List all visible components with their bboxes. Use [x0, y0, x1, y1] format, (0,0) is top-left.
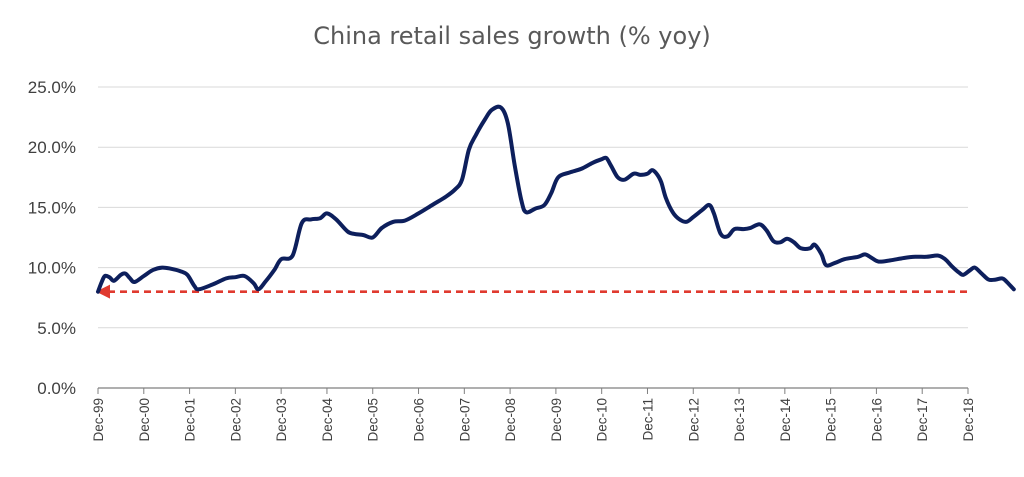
gridlines: [98, 86, 968, 329]
x-tick-label: Dec-17: [915, 398, 930, 442]
x-tick-label: Dec-05: [366, 398, 381, 442]
x-tick-label: Dec-08: [503, 398, 518, 442]
x-tick-label: Dec-13: [732, 398, 747, 442]
y-axis-ticks: 0.0% 5.0% 10.0% 15.0% 20.0% 25.0%: [28, 78, 76, 398]
x-tick-label: Dec-06: [412, 398, 427, 442]
reference-line-group: [96, 284, 968, 299]
y-tick-label: 25.0%: [28, 78, 76, 97]
x-tick-label: Dec-15: [824, 398, 839, 442]
x-tick-label: Dec-03: [274, 398, 289, 442]
y-tick-label: 10.0%: [28, 259, 76, 278]
x-tick-label: Dec-10: [595, 398, 610, 442]
x-tick-label: Dec-04: [320, 398, 335, 442]
x-tick-label: Dec-02: [228, 398, 243, 442]
x-tick-label: Dec-18: [961, 398, 976, 442]
y-tick-label: 15.0%: [28, 198, 76, 217]
x-tick-label: Dec-12: [686, 398, 701, 442]
chart-title: China retail sales growth (% yoy): [313, 22, 711, 50]
y-tick-label: 0.0%: [37, 379, 76, 398]
x-tick-label: Dec-16: [869, 398, 884, 442]
x-axis: Dec-99 Dec-00 Dec-01 Dec-02 Dec-03 Dec-04 Dec-…: [91, 387, 976, 442]
x-tick-label: Dec-07: [457, 398, 472, 442]
y-tick-label: 5.0%: [37, 319, 76, 338]
x-tick-label: Dec-01: [183, 398, 198, 442]
reference-arrow: [96, 284, 110, 299]
x-tick-label: Dec-11: [640, 398, 655, 441]
series-line: [96, 104, 1016, 294]
x-tick-label: Dec-99: [91, 398, 106, 442]
x-tick-label: Dec-09: [549, 398, 564, 442]
series-group: [96, 104, 1016, 294]
x-tick-label: Dec-00: [137, 398, 152, 442]
x-tick-label: Dec-14: [778, 398, 793, 442]
y-tick-label: 20.0%: [28, 138, 76, 157]
